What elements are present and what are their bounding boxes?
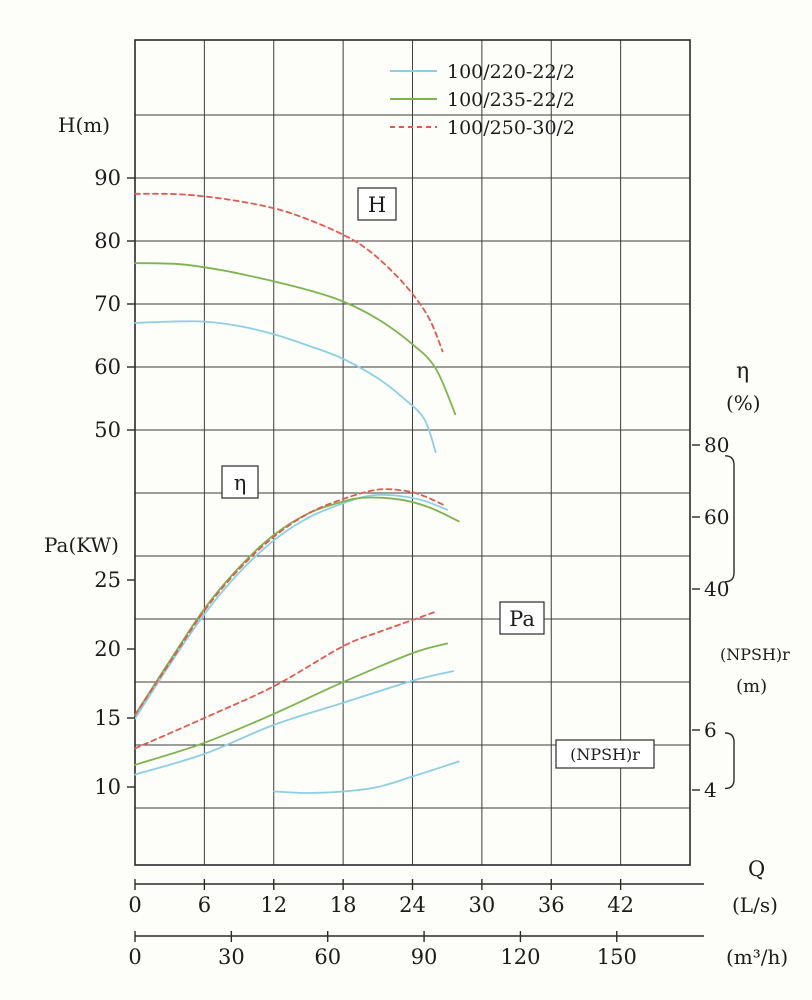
q-m3h-tick-label: 120	[500, 945, 540, 969]
q-m3h-tick-label: 60	[314, 945, 341, 969]
eta-axis-unit: (%)	[726, 391, 761, 415]
curve-label-NPSHr-box	[555, 739, 655, 769]
q-ls-tick-label: 18	[330, 893, 357, 917]
curve-label-NPSHr: (NPSH)r	[555, 739, 655, 769]
npshr-curve-100/220-22/2	[272, 760, 460, 794]
plot-border	[134, 39, 691, 866]
legend-label-model-1: 100/220-22/2	[447, 61, 575, 83]
eta-scale-bracket	[724, 455, 735, 583]
q-ls-tick-label: 30	[469, 893, 496, 917]
h-tick-label: 60	[94, 355, 121, 379]
curve-label-eta: η	[221, 465, 259, 499]
q-m3h-tick-label: 90	[411, 945, 438, 969]
pa-curve-100/250-30/2	[134, 610, 437, 750]
curve-label-H-box	[357, 187, 397, 221]
npsh-tick-label: 4	[704, 778, 717, 802]
eta-tick-label: 80	[704, 433, 729, 457]
curve-label-Pa: Pa	[499, 601, 545, 635]
curve-label-Pa-text: Pa	[509, 607, 535, 631]
pa-tick-label: 15	[94, 706, 121, 730]
q-ls-tick-label: 36	[538, 893, 565, 917]
curve-label-eta-box	[221, 465, 259, 499]
q-m3h-tick-label: 150	[597, 945, 637, 969]
h-tick-label: 50	[94, 418, 121, 442]
eta-tick-label: 40	[704, 577, 729, 601]
eta-tick-label: 60	[704, 505, 729, 529]
q-ls-tick-label: 12	[260, 893, 287, 917]
npsh-tick-label: 6	[704, 718, 717, 742]
curve-label-eta-text: η	[234, 471, 247, 495]
eta-curve-100/250-30/2	[134, 488, 446, 716]
pa-curve-100/235-22/2	[134, 642, 449, 766]
pa-curve-100/220-22/2	[134, 670, 454, 776]
curve-label-H: H	[357, 187, 397, 221]
eta-curve-100/235-22/2	[134, 496, 460, 716]
q-unit-m3h: (m³/h)	[726, 945, 788, 969]
q-ls-tick-label: 0	[128, 893, 141, 917]
curve-label-Pa-box	[499, 601, 545, 635]
legend: 100/220-22/2 100/235-22/2 100/250-30/2	[390, 61, 575, 139]
eta-curve-100/220-22/2	[134, 493, 449, 720]
q-ls-tick-label: 24	[399, 893, 426, 917]
npsh-axis-unit: (m)	[736, 676, 767, 697]
h-curve-100/220-22/2	[134, 320, 437, 453]
h-tick-label: 70	[94, 292, 121, 316]
pa-tick-label: 20	[94, 637, 121, 661]
h-tick-label: 80	[94, 229, 121, 253]
q-ls-tick-label: 42	[607, 893, 634, 917]
h-curve-100/235-22/2	[134, 262, 457, 416]
curve-label-NPSHr-text: (NPSH)r	[570, 745, 640, 764]
q-m3h-tick-label: 30	[218, 945, 245, 969]
curve-label-H-text: H	[368, 193, 386, 217]
q-axis-title: Q	[748, 857, 765, 881]
q-ls-tick-label: 6	[198, 893, 211, 917]
curves-layer	[134, 192, 460, 794]
h-curve-100/250-30/2	[134, 192, 444, 353]
pa-tick-label: 25	[94, 568, 121, 592]
npsh-axis-title: (NPSH)r	[720, 645, 790, 664]
h-tick-label: 90	[94, 166, 121, 190]
legend-label-model-3: 100/250-30/2	[447, 117, 575, 139]
h-axis-title: H(m)	[58, 113, 110, 137]
eta-axis-title: η	[736, 359, 749, 384]
npsh-scale-bracket	[724, 732, 735, 790]
pa-axis-title: Pa(KW)	[44, 533, 119, 557]
pa-tick-label: 10	[94, 775, 121, 799]
q-unit-ls: (L/s)	[732, 893, 778, 917]
q-m3h-tick-label: 0	[128, 945, 141, 969]
legend-label-model-2: 100/235-22/2	[447, 89, 575, 111]
